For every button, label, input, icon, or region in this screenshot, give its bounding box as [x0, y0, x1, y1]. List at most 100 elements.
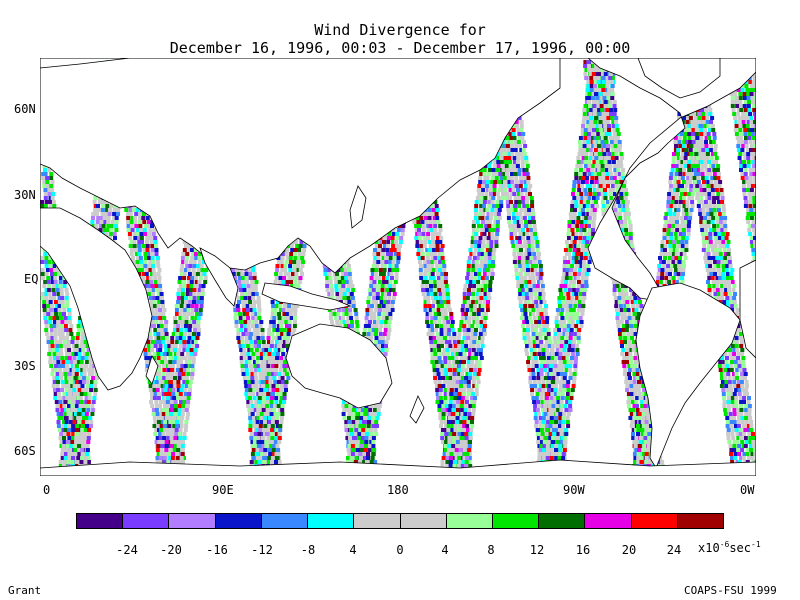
swath-pixel [192, 260, 197, 264]
swath-pixel [271, 364, 276, 368]
swath-pixel [67, 424, 72, 428]
swath-pixel [753, 92, 756, 96]
swath-pixel [253, 436, 258, 440]
swath-pixel [184, 296, 188, 300]
swath-pixel [65, 332, 70, 336]
swath-pixel [300, 272, 304, 276]
swath-pixel [739, 160, 744, 164]
swath-pixel [97, 208, 101, 212]
swath-pixel [254, 444, 259, 448]
swath-pixel [150, 252, 154, 256]
swath-pixel [260, 356, 264, 360]
swath-pixel [240, 272, 245, 276]
swath-pixel [165, 456, 170, 460]
swath-pixel [139, 228, 144, 232]
swath-pixel [247, 376, 251, 380]
swath-pixel [53, 280, 58, 284]
swath-pixel [91, 216, 95, 220]
swath-pixel [279, 360, 284, 364]
swath-pixel [747, 100, 752, 104]
swath-pixel [72, 392, 77, 396]
swath-pixel [161, 432, 166, 436]
swath-pixel [143, 344, 148, 348]
swath-pixel [184, 260, 189, 264]
swath-pixel [140, 240, 144, 244]
swath-pixel [258, 428, 263, 432]
swath-pixel [751, 248, 756, 252]
swath-pixel [257, 400, 262, 404]
swath-pixel [252, 416, 257, 420]
swath-pixel [748, 168, 753, 172]
swath-pixel [148, 260, 153, 264]
swath-pixel [247, 320, 252, 324]
swath-pixel [175, 392, 180, 396]
swath-pixel [192, 324, 197, 328]
swath-pixel [151, 288, 156, 292]
swath-pixel [102, 216, 107, 220]
swath-pixel [237, 340, 242, 344]
swath-pixel [88, 364, 93, 368]
swath-pixel [68, 328, 73, 332]
swath-pixel [152, 424, 157, 428]
swath-pixel [234, 324, 239, 328]
swath-pixel [744, 200, 748, 204]
swath-pixel [176, 444, 181, 448]
swath-pixel [87, 372, 92, 376]
swath-pixel [40, 200, 45, 204]
swath-pixel [68, 416, 73, 420]
swath-pixel [77, 444, 82, 448]
swath-pixel [289, 244, 294, 248]
swath-pixel [78, 316, 83, 320]
swath-pixel [48, 344, 52, 348]
swath-pixel [283, 264, 288, 268]
swath-pixel [190, 372, 195, 376]
swath-pixel [354, 316, 359, 320]
swath-pixel [187, 248, 192, 252]
swath-pixel [292, 260, 297, 264]
swath-pixel [292, 328, 297, 332]
swath-pixel [138, 216, 142, 220]
swath-pixel [136, 264, 141, 268]
swath-pixel [182, 456, 186, 460]
swath-pixel [64, 296, 69, 300]
swath-pixel [59, 288, 64, 292]
swath-pixel [256, 440, 261, 444]
swath-pixel [188, 300, 193, 304]
swath-pixel [741, 120, 746, 124]
swath-pixel [154, 288, 159, 292]
swath-pixel [182, 380, 187, 384]
swath-pixel [157, 440, 162, 444]
swath-pixel [156, 336, 161, 340]
swath-pixel [77, 440, 82, 444]
swath-pixel [57, 352, 61, 356]
swath-pixel [168, 420, 173, 424]
swath-pixel [65, 384, 69, 388]
swath-pixel [282, 364, 287, 368]
swath-pixel [344, 308, 349, 312]
swath-pixel [80, 452, 85, 456]
swath-pixel [301, 252, 306, 256]
swath-pixel [74, 352, 79, 356]
swath-pixel [74, 432, 79, 436]
swath-pixel [41, 176, 45, 180]
swath-pixel [66, 344, 71, 348]
swath-pixel [59, 416, 64, 420]
swath-pixel [735, 136, 740, 140]
swath-pixel [753, 208, 756, 212]
swath-pixel [80, 428, 85, 432]
swath-pixel [168, 380, 173, 384]
swath-pixel [184, 300, 188, 304]
swath-pixel [251, 356, 256, 360]
swath-pixel [270, 332, 275, 336]
swath-pixel [740, 88, 745, 92]
swath-pixel [54, 364, 59, 368]
swath-pixel [150, 284, 155, 288]
swath-pixel [69, 420, 73, 424]
swath-pixel [239, 356, 244, 360]
swath-pixel [148, 276, 153, 280]
swath-pixel [63, 368, 67, 372]
swath-pixel [285, 372, 290, 376]
swath-pixel [279, 400, 283, 404]
swath-pixel [167, 424, 172, 428]
swath-pixel [286, 368, 291, 372]
